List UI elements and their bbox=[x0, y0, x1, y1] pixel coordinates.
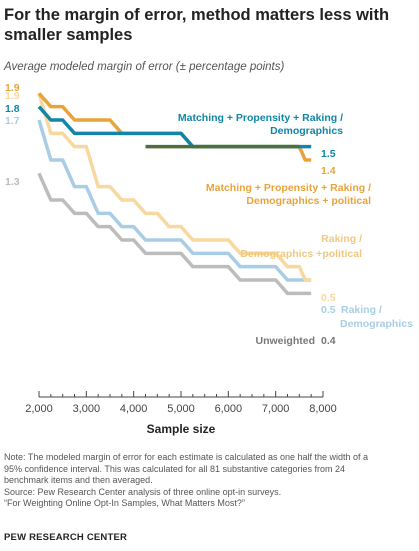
series-name-label: Demographics +political bbox=[240, 248, 362, 260]
source-line: Source: Pew Research Center analysis of … bbox=[4, 486, 282, 497]
series-start-label: 1.7 bbox=[5, 115, 20, 127]
series-name-label: Matching + Propensity + Raking / bbox=[206, 182, 371, 194]
report-title-line: “For Weighting Online Opt-In Samples, Wh… bbox=[4, 498, 245, 508]
series-name-label: Demographics + political bbox=[246, 195, 371, 207]
x-tick-label: 6,000 bbox=[215, 403, 243, 415]
series-start-label: 1.9 bbox=[5, 82, 20, 94]
chart-subtitle: Average modeled margin of error (± perce… bbox=[4, 61, 285, 73]
series-end-label: 0.5 bbox=[321, 292, 336, 304]
org-credit: PEW RESEARCH CENTER bbox=[4, 532, 128, 543]
x-tick-label: 7,000 bbox=[262, 403, 290, 415]
series-end-label: 1.4 bbox=[321, 165, 336, 177]
note-line: 95% confidence interval. This was calcul… bbox=[4, 463, 346, 474]
chart-title: For the margin of error, method matters … bbox=[4, 6, 390, 44]
chart-notes: Note: The modeled margin of error for ea… bbox=[4, 452, 414, 510]
series-end-label: 0.4 bbox=[321, 335, 336, 347]
series-name-label: Unweighted bbox=[256, 335, 316, 347]
series-name-label: Demographics bbox=[340, 318, 413, 330]
series-name-label: Raking / bbox=[321, 233, 362, 245]
series-line bbox=[37, 119, 312, 282]
x-axis-label: Sample size bbox=[147, 422, 216, 436]
series-start-label: 1.9 bbox=[5, 90, 20, 102]
x-tick-label: 4,000 bbox=[120, 403, 148, 415]
series-end-label: 0.5 bbox=[321, 304, 336, 316]
series-name-label: Matching + Propensity + Raking / bbox=[178, 112, 343, 124]
series-end-label: 1.5 bbox=[321, 148, 336, 160]
note-line: Note: The modeled margin of error for ea… bbox=[4, 452, 369, 462]
x-tick-label: 3,000 bbox=[73, 403, 101, 415]
x-tick-label: 2,000 bbox=[25, 403, 53, 415]
series-name-label: Demographics bbox=[270, 125, 343, 137]
note-line: benchmark items and then averaged. bbox=[4, 475, 153, 485]
series-line bbox=[37, 172, 312, 296]
x-tick-label: 5,000 bbox=[167, 403, 195, 415]
x-tick-label: 8,000 bbox=[309, 403, 337, 415]
series-start-label: 1.8 bbox=[5, 103, 20, 115]
series-line bbox=[37, 92, 312, 282]
series-start-label: 1.3 bbox=[5, 176, 20, 188]
line-chart: 2,000 3,000 4,000 5,000 6,000 7,000 8,000 Sampl… bbox=[5, 82, 413, 436]
series-name-label: Raking / bbox=[341, 304, 382, 316]
